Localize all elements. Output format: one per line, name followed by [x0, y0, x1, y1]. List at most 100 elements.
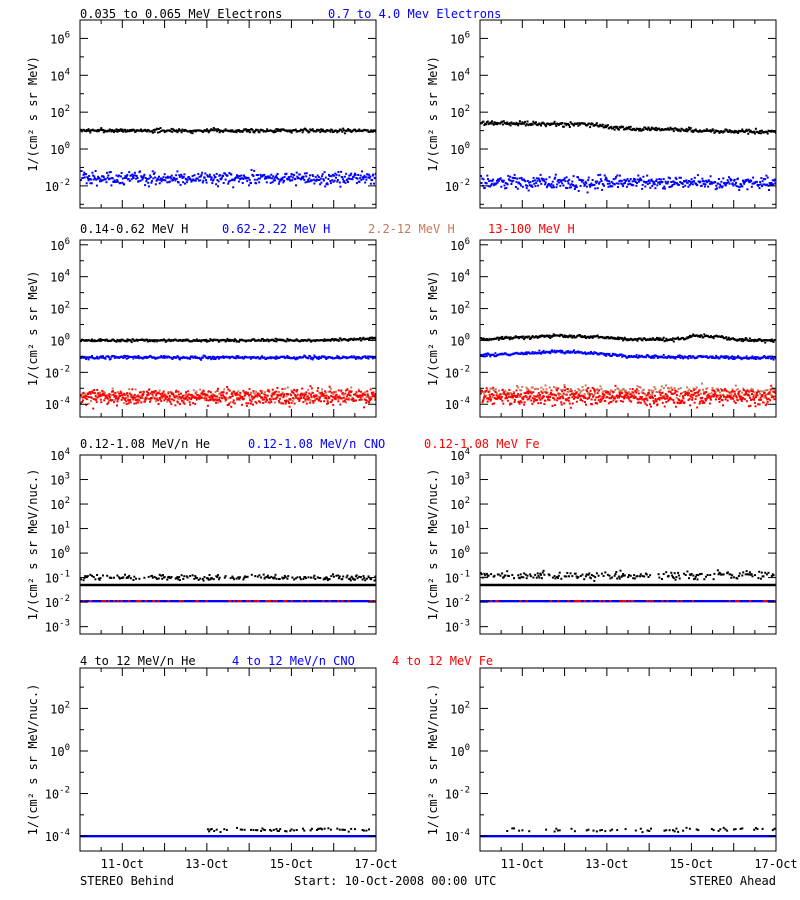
- data-point: [545, 388, 548, 391]
- y-tick-label: 100: [450, 141, 470, 157]
- data-point: [105, 396, 108, 399]
- data-point: [500, 179, 503, 182]
- data-point: [170, 127, 173, 130]
- y-tick-label: 102: [450, 301, 470, 317]
- data-point: [608, 180, 611, 183]
- data-point: [129, 398, 132, 401]
- data-point: [661, 392, 664, 394]
- data-point: [121, 128, 124, 131]
- data-point: [619, 389, 622, 392]
- data-point: [759, 132, 762, 135]
- data-point: [486, 400, 489, 403]
- data-point: [562, 388, 565, 391]
- data-point: [644, 126, 647, 129]
- data-point: [484, 355, 487, 358]
- data-point: [262, 393, 265, 395]
- data-point: [311, 128, 314, 131]
- data-point: [675, 396, 678, 399]
- data-point: [342, 396, 345, 399]
- data-point: [636, 178, 639, 181]
- data-point: [515, 389, 518, 392]
- data-point: [285, 340, 288, 343]
- plot-frame: [479, 239, 777, 418]
- data-point: [519, 400, 522, 403]
- data-point: [261, 355, 263, 358]
- data-point: [206, 404, 209, 407]
- data-point: [80, 170, 83, 172]
- data-point: [323, 394, 326, 397]
- data-point: [307, 178, 310, 181]
- data-point: [718, 398, 720, 401]
- data-point: [172, 393, 175, 396]
- data-point: [740, 400, 743, 402]
- data-point: [755, 340, 758, 342]
- data-point: [190, 398, 193, 401]
- data-point: [265, 181, 268, 184]
- data-point: [717, 178, 720, 180]
- data-point: [182, 394, 184, 397]
- data-point: [319, 131, 322, 134]
- data-point: [99, 398, 102, 401]
- data-point: [205, 130, 208, 133]
- data-point: [562, 184, 565, 187]
- data-point: [113, 391, 115, 394]
- data-point: [205, 181, 208, 184]
- data-point: [658, 183, 661, 185]
- data-point: [139, 396, 142, 399]
- data-point: [608, 352, 611, 355]
- data-point: [757, 184, 760, 186]
- data-point: [287, 400, 290, 403]
- data-point: [515, 180, 518, 183]
- data-point: [218, 174, 221, 177]
- data-point: [305, 172, 308, 175]
- y-tick-label: 100: [50, 141, 70, 157]
- data-point: [519, 395, 522, 398]
- data-point: [353, 399, 356, 402]
- data-point: [250, 339, 252, 342]
- data-point: [567, 399, 570, 402]
- data-point: [201, 356, 204, 359]
- data-point: [125, 176, 127, 179]
- data-point: [492, 394, 495, 397]
- data-point: [163, 339, 166, 341]
- data-point: [365, 356, 368, 359]
- data-point: [259, 401, 262, 404]
- data-point: [562, 392, 565, 395]
- data-point: [504, 182, 507, 184]
- data-point: [115, 395, 118, 398]
- data-point: [624, 395, 627, 398]
- data-point: [280, 393, 283, 396]
- data-point: [85, 358, 88, 360]
- data-point: [490, 398, 493, 401]
- data-point: [573, 334, 575, 337]
- data-point: [244, 392, 247, 395]
- data-point: [637, 127, 640, 130]
- data-point: [253, 338, 256, 341]
- series-1: [480, 349, 776, 361]
- data-point: [486, 352, 489, 355]
- data-point: [659, 181, 662, 183]
- data-point: [601, 391, 604, 394]
- data-point: [603, 354, 606, 357]
- data-point: [249, 131, 252, 134]
- data-point: [106, 176, 109, 179]
- data-point: [485, 394, 488, 397]
- data-point: [247, 402, 250, 405]
- data-point: [695, 357, 698, 359]
- data-point: [88, 178, 91, 180]
- data-point: [682, 397, 685, 400]
- data-point: [736, 388, 739, 391]
- data-point: [148, 338, 151, 341]
- data-point: [628, 396, 631, 399]
- data-point: [677, 354, 680, 357]
- data-point: [714, 130, 717, 133]
- data-point: [153, 171, 156, 174]
- data-point: [771, 183, 774, 186]
- data-point: [162, 356, 164, 359]
- data-point: [86, 575, 89, 578]
- data-point: [345, 401, 348, 404]
- data-point: [113, 131, 115, 134]
- data-point: [685, 179, 688, 182]
- data-point: [312, 394, 315, 397]
- data-point: [551, 180, 554, 183]
